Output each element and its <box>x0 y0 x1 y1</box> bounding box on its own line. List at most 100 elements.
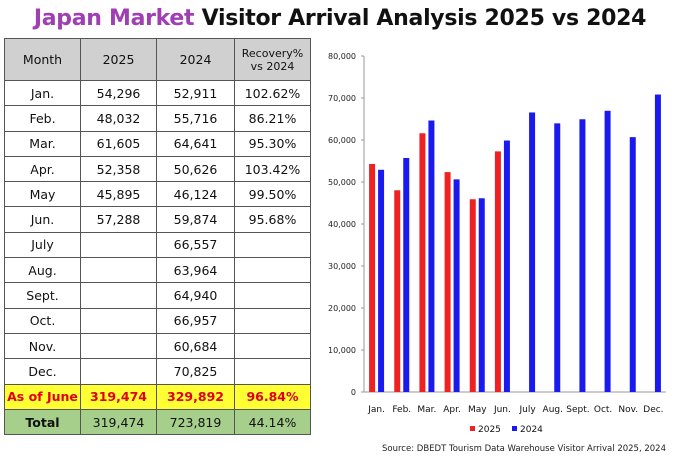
x-tick-label: Apr. <box>443 405 461 415</box>
x-tick-label: Oct. <box>594 405 612 415</box>
table-row: Oct. 66,957 <box>4 307 311 334</box>
arrivals-table: Month 2025 2024 Recovery% vs 2024 Jan. 54,… <box>4 38 311 436</box>
cell-recovery <box>234 307 311 334</box>
x-tick-label: Dec. <box>643 405 663 415</box>
y-tick-label: 20,000 <box>328 304 356 313</box>
bar-2025 <box>444 172 451 392</box>
bar-2024 <box>654 94 661 392</box>
table-row: Jan. 54,296 52,911 102.62% <box>4 79 311 107</box>
total-row-cell-month: Total <box>4 408 81 436</box>
legend-label-2025: 2025 <box>478 425 501 435</box>
bar-chart: 0 10,000 20,000 30,000 40,000 50,000 60,000 70,… <box>328 52 666 435</box>
table-row: Mar. 61,605 64,641 95.30% <box>4 130 311 157</box>
cell-value-2025 <box>80 307 157 334</box>
cell-value-2024: 59,874 <box>156 206 235 233</box>
cell-recovery <box>234 282 311 309</box>
cell-value-2025: 54,296 <box>80 79 157 107</box>
cell-value-2024: 66,957 <box>156 307 235 334</box>
cell-month: Nov. <box>4 332 81 360</box>
cell-month: May <box>4 181 81 208</box>
cell-value-2025 <box>80 332 157 360</box>
total-row: Total 319,474 723,819 44.14% <box>4 408 311 436</box>
cell-value-2024: 70,825 <box>156 358 235 385</box>
cell-value-2024: 64,641 <box>156 130 235 157</box>
bar-2024 <box>453 179 460 392</box>
legend-swatch-2025 <box>470 426 475 431</box>
x-tick-label: Jun. <box>493 405 511 415</box>
header-recovery: Recovery% vs 2024 <box>234 38 311 81</box>
cell-value-2024: 60,684 <box>156 332 235 360</box>
y-tick-label: 10,000 <box>328 346 356 355</box>
y-tick-label: 50,000 <box>328 178 356 187</box>
as-of-row-cell-value-2025: 319,474 <box>80 383 157 410</box>
bar-2025 <box>494 151 501 392</box>
cell-value-2025: 52,358 <box>80 155 157 183</box>
bar-2024 <box>604 110 611 392</box>
y-tick-label: 40,000 <box>328 220 356 229</box>
cell-value-2024: 50,626 <box>156 155 235 183</box>
cell-month: Dec. <box>4 358 81 385</box>
table-header-row: Month 2025 2024 Recovery% vs 2024 <box>4 38 311 81</box>
cell-value-2025: 45,895 <box>80 181 157 208</box>
cell-value-2025: 61,605 <box>80 130 157 157</box>
header-recovery-line2: vs 2024 <box>250 59 295 73</box>
bar-2024 <box>554 123 561 392</box>
cell-recovery: 95.30% <box>234 130 311 157</box>
table-row: July 66,557 <box>4 231 311 259</box>
total-row-cell-value-2024: 723,819 <box>156 408 235 436</box>
x-tick-label: July <box>518 405 536 415</box>
x-tick-label: Sept. <box>566 405 589 415</box>
as-of-row-cell-month: As of June <box>4 383 81 410</box>
bar-2024 <box>378 169 385 392</box>
bar-2024 <box>428 120 435 392</box>
table-row: Apr. 52,358 50,626 103.42% <box>4 155 311 183</box>
x-tick-label: Nov. <box>618 405 638 415</box>
cell-value-2025: 57,288 <box>80 206 157 233</box>
cell-recovery: 86.21% <box>234 105 311 132</box>
bar-2024 <box>529 112 536 392</box>
bar-2025 <box>394 190 401 392</box>
table-row: Dec. 70,825 <box>4 358 311 385</box>
cell-value-2025 <box>80 282 157 309</box>
bar-2025 <box>469 199 476 392</box>
cell-recovery <box>234 231 311 259</box>
cell-value-2024: 52,911 <box>156 79 235 107</box>
cell-month: Jun. <box>4 206 81 233</box>
cell-month: Feb. <box>4 105 81 132</box>
cell-recovery <box>234 358 311 385</box>
header-month: Month <box>4 38 81 81</box>
y-tick-label: 0 <box>351 388 356 397</box>
cell-month: Apr. <box>4 155 81 183</box>
y-tick-label: 70,000 <box>328 94 356 103</box>
cell-value-2024: 63,964 <box>156 257 235 284</box>
cell-value-2025: 48,032 <box>80 105 157 132</box>
cell-value-2024: 64,940 <box>156 282 235 309</box>
bar-2024 <box>629 137 636 392</box>
cell-recovery: 103.42% <box>234 155 311 183</box>
x-tick-label: May <box>468 405 487 415</box>
source-note: Source: DBEDT Tourism Data Warehouse Vis… <box>382 444 666 454</box>
page-title: Japan Market Visitor Arrival Analysis 20… <box>0 6 680 31</box>
cell-value-2024: 66,557 <box>156 231 235 259</box>
header-2024: 2024 <box>156 38 235 81</box>
x-tick-label: Aug. <box>543 405 563 415</box>
cell-value-2025 <box>80 358 157 385</box>
cell-recovery: 102.62% <box>234 79 311 107</box>
cell-value-2024: 46,124 <box>156 181 235 208</box>
cell-recovery: 99.50% <box>234 181 311 208</box>
y-tick-label: 60,000 <box>328 136 356 145</box>
table-row: Sept. 64,940 <box>4 282 311 309</box>
cell-month: Aug. <box>4 257 81 284</box>
table-row: Jun. 57,288 59,874 95.68% <box>4 206 311 233</box>
as-of-row-cell-recovery: 96.84% <box>234 383 311 410</box>
bar-2025 <box>419 133 426 392</box>
cell-recovery <box>234 332 311 360</box>
bar-2025 <box>369 163 376 392</box>
cell-value-2025 <box>80 257 157 284</box>
as-of-row-cell-value-2024: 329,892 <box>156 383 235 410</box>
title-accent: Japan Market <box>33 6 195 31</box>
legend-swatch-2024 <box>512 426 517 431</box>
bar-2024 <box>403 157 410 392</box>
y-tick-label: 80,000 <box>328 52 356 61</box>
header-2025: 2025 <box>80 38 157 81</box>
